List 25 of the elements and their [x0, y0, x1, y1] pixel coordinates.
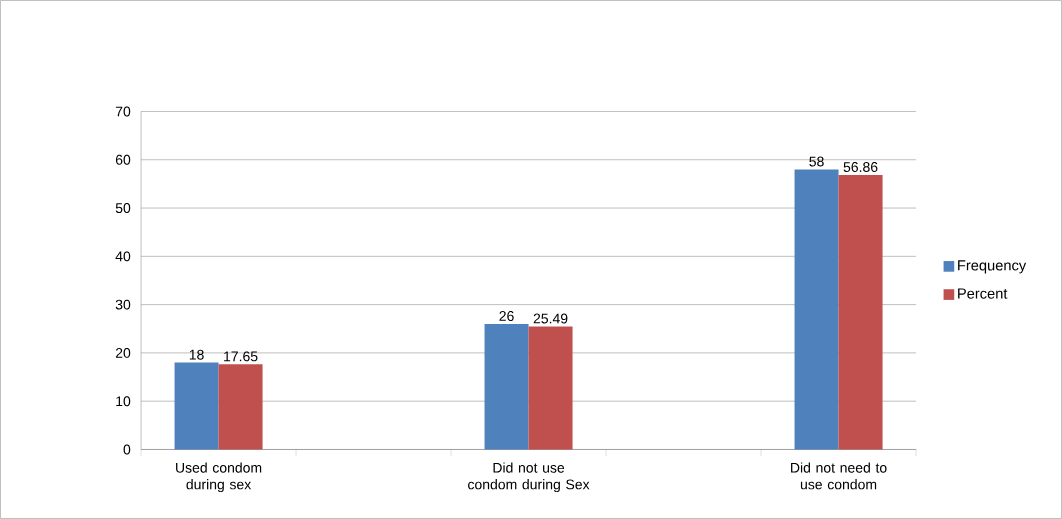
y-tick-label: 20: [115, 347, 131, 358]
x-tick-label: Did not need to use condom: [791, 462, 887, 490]
y-tick-label: 30: [115, 299, 131, 310]
bar: [218, 364, 263, 450]
bar: [794, 169, 839, 450]
data-label: 18: [189, 349, 204, 360]
data-label: 25.49: [533, 313, 568, 324]
x-tick-label: Did not use condom during Sex: [468, 462, 590, 493]
bar: [174, 362, 219, 450]
data-label: 26: [499, 311, 514, 322]
y-tick-label: 70: [115, 106, 131, 117]
y-tick-label: 40: [115, 251, 131, 262]
y-tick-label: 0: [123, 444, 131, 455]
y-tick-label: 60: [115, 154, 131, 165]
legend-label: Percent: [958, 288, 1008, 299]
y-tick-label: 10: [116, 396, 131, 407]
bar: [838, 174, 883, 450]
data-label: 56.86: [843, 162, 878, 172]
x-tick-label: Used condom during sex: [176, 462, 262, 493]
data-label: 17.65: [224, 351, 258, 362]
data-label: 58: [809, 156, 824, 167]
bar: [528, 326, 573, 450]
y-tick-label: 50: [115, 203, 131, 214]
bar: [484, 323, 529, 450]
legend-label: Frequency: [958, 260, 1027, 274]
